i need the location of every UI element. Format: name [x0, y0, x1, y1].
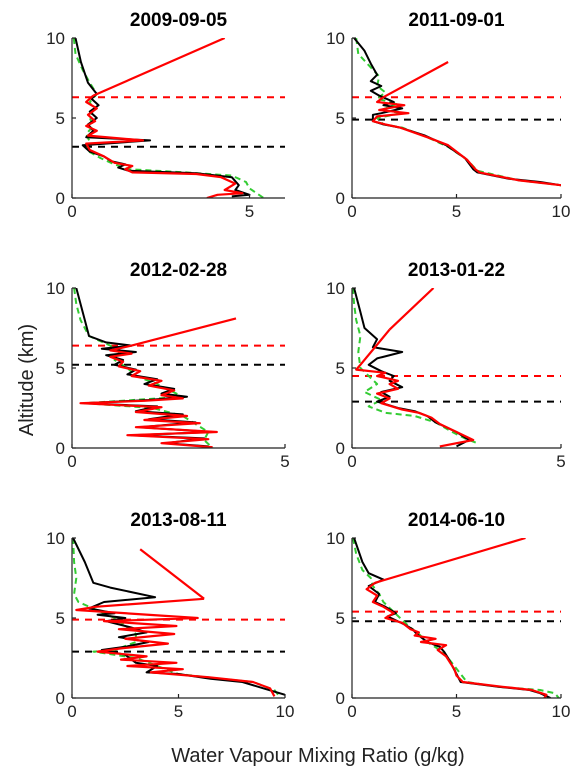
y-tick-label: 10	[326, 279, 345, 298]
panel-title: 2014-06-10	[408, 510, 505, 531]
y-tick-label: 10	[326, 529, 345, 548]
panels: 0 5 0 5 10 2009-09-05 0 5 10 0 5 10 2011-09-01 0 5 0 5 10…	[46, 10, 570, 721]
y-tick-label: 0	[56, 689, 65, 708]
panel-6: 0 5 10 0 5 10 2014-06-10	[326, 510, 570, 721]
panel-1: 0 5 0 5 10 2009-09-05	[46, 10, 285, 221]
x-tick-label: 0	[347, 202, 356, 221]
y-tick-label: 0	[56, 189, 65, 208]
panel-2: 0 5 10 0 5 10 2011-09-01	[326, 10, 570, 221]
panel-title: 2013-08-11	[130, 510, 227, 531]
y-tick-label: 0	[336, 689, 345, 708]
red-profile-line	[131, 317, 237, 347]
green-profile-line	[352, 288, 478, 445]
x-axis-label: Water Vapour Mixing Ratio (g/kg)	[171, 745, 464, 767]
panel-3: 0 5 0 5 10 2012-02-28	[46, 260, 290, 471]
red-profile-line	[382, 61, 449, 99]
red-profile-line	[85, 94, 244, 198]
x-tick-label: 0	[347, 702, 356, 721]
y-tick-label: 5	[56, 109, 65, 128]
y-tick-label: 5	[336, 359, 345, 378]
y-tick-label: 10	[46, 279, 65, 298]
x-tick-label: 5	[452, 702, 461, 721]
x-tick-label: 0	[347, 452, 356, 471]
x-tick-label: 5	[174, 702, 183, 721]
x-tick-label: 10	[276, 702, 295, 721]
x-tick-label: 5	[452, 202, 461, 221]
plot-area	[352, 538, 561, 698]
plot-area	[352, 38, 561, 187]
y-tick-label: 5	[336, 609, 345, 628]
y-tick-label: 0	[336, 439, 345, 458]
red-profile-line	[75, 597, 276, 697]
x-tick-label: 10	[552, 702, 571, 721]
black-profile-line	[353, 288, 470, 448]
red-profile-line	[139, 548, 205, 600]
plot-area	[352, 288, 561, 448]
x-tick-label: 0	[67, 202, 76, 221]
y-axis-label: Altitude (km)	[16, 324, 38, 436]
red-profile-line	[365, 581, 548, 698]
red-profile-line	[374, 538, 526, 584]
panel-4: 0 5 0 5 10 2013-01-22	[326, 260, 566, 471]
panel-title: 2009-09-05	[130, 10, 228, 31]
plot-area	[72, 288, 285, 448]
panel-title: 2011-09-01	[408, 10, 505, 31]
black-profile-line	[353, 538, 551, 698]
y-tick-label: 10	[326, 29, 345, 48]
plot-area	[72, 538, 285, 698]
x-tick-label: 0	[67, 702, 76, 721]
x-tick-label: 10	[552, 202, 571, 221]
x-tick-label: 5	[280, 452, 289, 471]
red-profile-line	[388, 288, 435, 331]
red-profile-line	[355, 328, 475, 448]
y-tick-label: 5	[336, 109, 345, 128]
x-tick-label: 5	[556, 452, 565, 471]
red-profile-line	[79, 344, 218, 448]
y-tick-label: 0	[336, 189, 345, 208]
plot-area	[72, 38, 285, 198]
panel-title: 2013-01-22	[408, 260, 505, 281]
black-profile-line	[74, 38, 251, 198]
red-profile-line	[92, 38, 226, 97]
x-tick-label: 0	[67, 452, 76, 471]
y-tick-label: 10	[46, 529, 65, 548]
y-tick-label: 5	[56, 609, 65, 628]
x-tick-label: 5	[245, 202, 254, 221]
panel-title: 2012-02-28	[130, 260, 227, 281]
red-profile-line	[371, 96, 561, 187]
black-profile-line	[353, 38, 561, 187]
y-tick-label: 0	[56, 439, 65, 458]
panel-5: 0 5 10 0 5 10 2013-08-11	[46, 510, 294, 721]
y-tick-label: 10	[46, 29, 65, 48]
y-tick-label: 5	[56, 359, 65, 378]
